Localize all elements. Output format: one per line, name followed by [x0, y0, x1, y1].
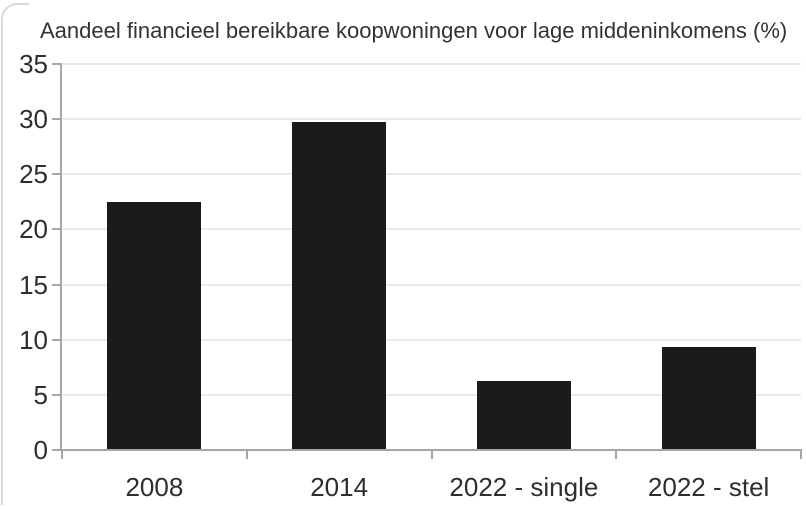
y-tick-label-30: 30 [19, 104, 48, 135]
x-tick-0 [61, 450, 63, 459]
y-tick-15 [52, 283, 61, 286]
y-tick-label-0: 0 [33, 435, 48, 465]
x-category-label-2022-stel: 2022 - stel [647, 472, 770, 502]
y-tick-label-10: 10 [19, 324, 48, 355]
bar-2022-stel [661, 347, 756, 450]
y-tick-35 [52, 63, 61, 65]
x-tick-4 [800, 450, 802, 459]
y-tick-10 [52, 338, 61, 341]
y-tick-0 [52, 449, 61, 451]
gridline-25 [62, 173, 801, 176]
y-tick-25 [52, 173, 61, 176]
gridline-10 [62, 338, 801, 341]
y-tick-5 [52, 393, 61, 396]
x-tick-2 [430, 450, 433, 459]
y-tick-20 [52, 228, 61, 231]
x-category-label-2014: 2014 [310, 472, 369, 502]
gridline-15 [62, 283, 801, 286]
y-tick-label-5: 5 [33, 379, 48, 410]
y-axis-line [60, 63, 62, 451]
bar-2008 [107, 201, 202, 450]
y-tick-label-35: 35 [19, 49, 48, 79]
x-tick-3 [615, 450, 618, 459]
y-tick-label-15: 15 [19, 269, 48, 300]
chart-title: Aandeel financieel bereikbare koopwoning… [40, 18, 788, 43]
x-category-label-2008: 2008 [125, 472, 184, 502]
gridline-20 [62, 228, 801, 231]
y-tick-30 [52, 118, 61, 121]
x-category-label-2022-single: 2022 - single [449, 472, 599, 502]
x-tick-1 [245, 450, 248, 459]
bar-2014 [292, 122, 387, 450]
gridline-5 [62, 393, 801, 396]
bar-2022-single [476, 380, 571, 450]
gridline-30 [62, 118, 801, 121]
y-tick-label-20: 20 [19, 214, 48, 245]
gridline-35 [62, 63, 801, 65]
y-tick-label-25: 25 [19, 159, 48, 190]
